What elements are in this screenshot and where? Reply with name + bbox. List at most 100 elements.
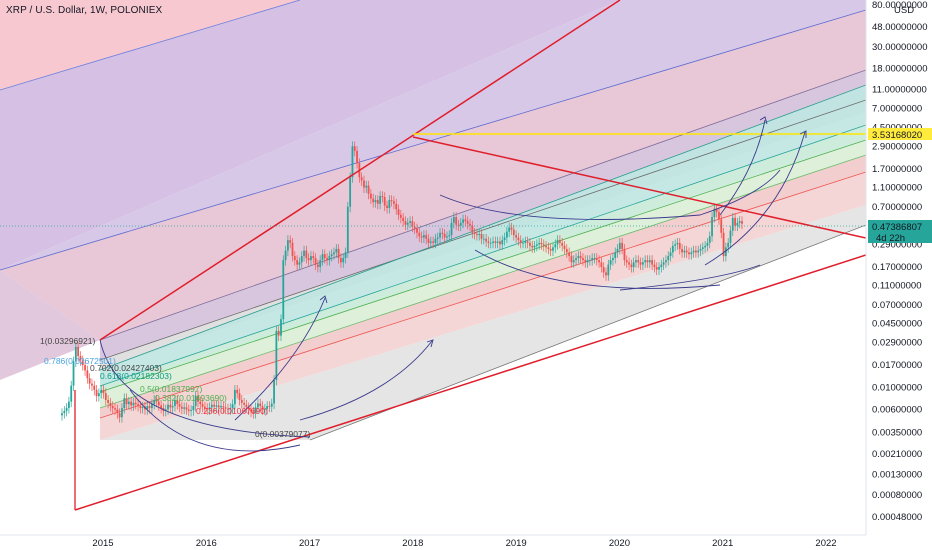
candle-body [635,260,637,263]
price-tick-label: 2.90000000 [872,141,922,152]
candle-body [289,240,292,243]
fib-label-0382: 0.382(0.01493690) [155,393,227,403]
chart-title: XRP / U.S. Dollar, 1W, POLONIEX [6,5,163,16]
candle-body [406,222,409,225]
candle-body [328,256,331,261]
candle-body [291,242,294,257]
candle-body [699,248,702,251]
candle-body [372,198,375,203]
candle-body [694,250,697,253]
candle-body [153,399,156,405]
price-label-resistance: 3.53168020 [868,128,932,141]
candle-body [395,203,398,210]
candle-body [199,401,202,405]
candle-body [74,347,77,362]
candle-body [282,260,285,320]
candle-body [365,185,368,188]
candle-body [577,256,580,259]
candle-body [337,248,340,259]
candle-body [588,260,591,261]
price-tick-label: 0.00130000 [872,470,922,481]
candle-body [598,260,600,263]
candle-body [70,385,73,402]
candle-body [667,256,670,261]
candle-body [561,242,564,246]
price-tick-label: 0.00048000 [872,512,922,523]
candle-body [646,260,649,263]
candle-body [247,407,250,410]
candle-body [367,185,370,194]
candle-body [582,258,584,261]
candle-body [512,229,515,236]
candle-body [220,406,222,408]
price-tick-label: 0.00350000 [872,427,922,438]
candle-body [217,405,220,408]
fib-channel [100,70,866,440]
candle-body [146,406,149,410]
candle-body [554,244,557,248]
candle-body [330,254,333,257]
candle-body [171,406,174,408]
candle-body [224,407,227,409]
candle-body [531,245,534,248]
price-tick-label: 1.10000000 [872,183,922,194]
candle-body [374,200,377,203]
candle-body [489,242,492,244]
candle-body [556,240,559,245]
candle-body [411,221,414,227]
trend-lines [0,0,866,511]
upper-trendline [99,0,621,341]
candle-body [658,267,660,270]
candle-body [114,408,116,410]
price-tick-label: 11.00000000 [872,84,927,95]
candle-body [310,256,312,261]
candle-body [524,241,527,243]
candle-body [547,247,550,249]
candle-body [529,242,531,246]
candle-body [164,409,167,411]
candle-body [473,232,476,234]
candle-body [121,408,123,418]
candle-body [229,408,232,410]
candle-body [183,407,186,409]
time-axis[interactable]: 2015 2016 2017 2018 2019 2020 2021 2022 [0,534,932,550]
svg-text:0.47386807: 0.47386807 [872,222,922,233]
candle-body [210,404,213,408]
candle-body [688,252,690,255]
candle-body [674,244,677,246]
candle-body [190,410,192,411]
candle-body [476,233,478,236]
candle-body [222,406,225,408]
candle-body [167,404,169,410]
candle-body [342,258,345,263]
candle-body [724,247,727,257]
fib-label-1: 1(0.03296921) [40,336,95,346]
cup-arcs [99,116,807,452]
price-axis[interactable]: 80.00000000 48.00000000 30.00000000 18.0000… [865,0,932,535]
candle-body [457,224,460,226]
candle-body [422,235,425,238]
candle-body [420,236,423,238]
candle-body [353,146,356,151]
candle-body [280,319,282,336]
gann-fan-background [0,0,866,380]
candle-body [623,248,626,261]
candle-body [321,254,324,261]
candle-body [192,406,195,411]
candle-body [88,378,91,384]
candle-body [197,395,199,402]
candle-body [697,250,700,253]
candle-body [245,404,248,408]
candle-body [185,407,188,410]
candle-body [111,406,114,409]
candle-body [386,205,388,209]
candle-body [510,227,513,230]
candle-body [125,398,128,405]
candle-body [459,222,462,226]
candle-body [346,206,349,253]
candle-body [552,247,554,251]
candle-body [487,241,490,243]
candle-body [93,385,96,390]
candle-body [593,258,596,259]
